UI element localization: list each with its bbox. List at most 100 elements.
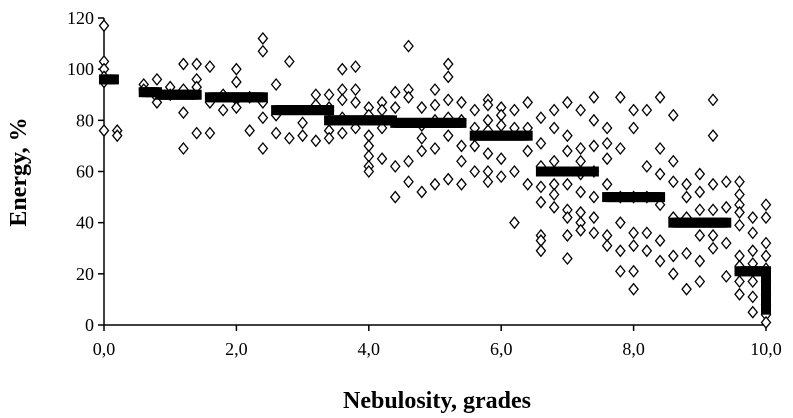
observed-point	[98, 19, 110, 33]
observed-point	[416, 131, 428, 145]
observed-point	[442, 129, 454, 143]
observed-point	[323, 88, 335, 102]
observed-point	[535, 136, 547, 150]
average-point	[761, 273, 771, 284]
observed-point	[469, 139, 481, 153]
observed-point	[681, 282, 692, 296]
y-tick-label: 60	[76, 162, 94, 182]
average-point	[522, 130, 533, 141]
observed-point	[336, 93, 348, 107]
observed-point	[403, 39, 414, 53]
observed-point	[707, 177, 719, 191]
observed-point	[601, 152, 613, 166]
observed-point	[760, 315, 772, 329]
observed-point	[535, 244, 547, 258]
y-tick-label: 40	[76, 213, 94, 233]
y-axis-ticks: 0 20 40 60 80 100 120	[67, 8, 104, 335]
observed-point	[562, 251, 573, 266]
observed-point	[231, 62, 242, 76]
observed-point	[575, 141, 586, 156]
observed-point	[562, 228, 573, 242]
observed-point	[641, 244, 653, 258]
average-point	[324, 105, 335, 116]
observed-point	[442, 70, 454, 84]
observed-point	[244, 124, 255, 138]
observed-point	[588, 226, 600, 240]
observed-point	[734, 287, 745, 301]
observed-point	[416, 144, 428, 158]
observed-point	[654, 141, 666, 156]
observed-point	[403, 154, 414, 168]
observed-point	[456, 139, 467, 153]
observed-point	[667, 249, 679, 263]
observed-point	[389, 190, 401, 204]
y-tick-label: 0	[85, 315, 94, 335]
observed-point	[469, 103, 481, 117]
average-point	[655, 192, 666, 203]
x-axis-title: Nebulosity, grades	[343, 388, 531, 414]
average-point	[456, 117, 467, 128]
observed-point	[667, 175, 679, 189]
observed-point	[747, 274, 759, 289]
observed-point	[509, 103, 520, 117]
observed-point	[601, 239, 613, 253]
observed-point	[694, 254, 706, 268]
observed-point	[681, 246, 692, 260]
observed-point	[178, 57, 189, 71]
observed-point	[654, 90, 666, 104]
observed-point	[628, 121, 639, 135]
observed-point	[257, 111, 269, 125]
x-tick-label: 10,0	[750, 339, 782, 359]
observed-point	[734, 274, 745, 289]
observed-point	[562, 129, 573, 143]
observed-point	[191, 57, 203, 71]
observed-point	[760, 198, 772, 212]
observed-point	[482, 175, 494, 189]
observed-point	[694, 274, 706, 289]
observed-point	[98, 124, 110, 138]
observed-point	[575, 223, 586, 237]
observed-point	[707, 93, 719, 107]
observed-point	[456, 154, 467, 168]
observed-point	[310, 134, 322, 148]
observed-point	[548, 103, 560, 117]
average-point	[588, 166, 599, 177]
observed-point	[257, 141, 269, 156]
observed-point	[707, 129, 719, 143]
observed-point	[548, 121, 560, 135]
observed-point	[297, 116, 308, 130]
x-tick-label: 4,0	[358, 339, 381, 359]
observed-point	[442, 172, 454, 186]
observed-point	[376, 152, 388, 166]
observed-point	[694, 167, 706, 181]
observed-point	[694, 203, 706, 217]
observed-point	[641, 103, 653, 117]
x-tick-label: 6,0	[490, 339, 513, 359]
observed-point	[522, 144, 534, 158]
average-point	[761, 266, 771, 277]
observed-point	[628, 282, 639, 296]
x-tick-label: 8,0	[622, 339, 645, 359]
observed-point	[747, 211, 759, 225]
observed-point	[615, 216, 626, 230]
observed-point	[495, 152, 507, 166]
observed-point	[456, 177, 467, 191]
observed-point	[284, 54, 295, 69]
observed-point	[667, 267, 679, 281]
observed-point	[720, 236, 732, 250]
average-point	[761, 281, 771, 292]
observed-point	[482, 98, 494, 112]
observed-point	[628, 103, 639, 117]
observed-point	[217, 103, 229, 117]
observed-point	[562, 144, 573, 158]
observed-point	[615, 90, 626, 104]
observed-point	[535, 195, 547, 209]
observed-point	[178, 141, 189, 156]
observed-point	[654, 254, 666, 268]
observed-point	[231, 101, 242, 115]
observed-point	[257, 44, 269, 58]
observed-point	[588, 139, 600, 153]
observed-point	[747, 226, 759, 240]
average-point	[761, 296, 771, 307]
observed-point	[548, 200, 560, 214]
